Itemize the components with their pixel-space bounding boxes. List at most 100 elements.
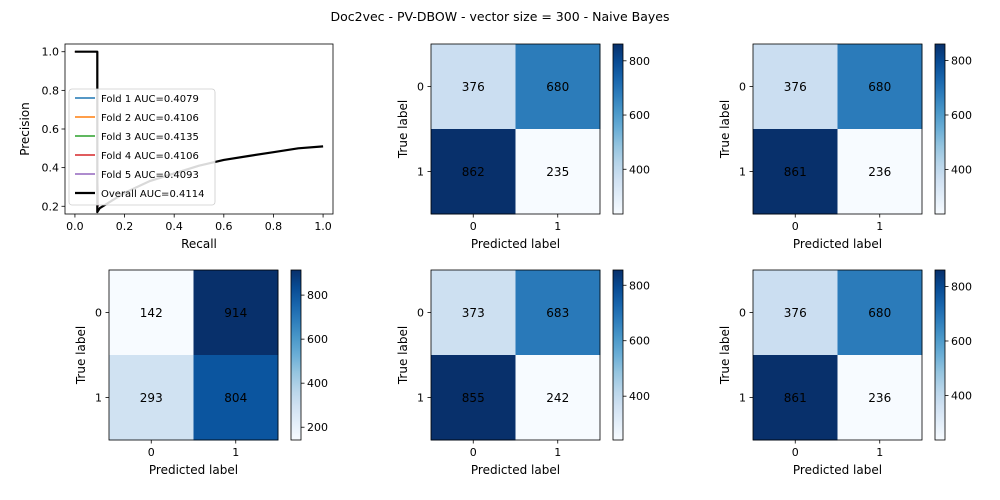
y-tick-label: 1 xyxy=(417,166,424,179)
x-tick-label: 0 xyxy=(470,446,477,459)
cell-value-label: 373 xyxy=(462,306,485,320)
confusion-matrix-1: 376 680 862 235 0 1 0 1 Predicted label True labe… xyxy=(396,43,650,251)
y-tick-label: 1 xyxy=(417,392,424,405)
axes-frame xyxy=(752,269,923,441)
y-tick-label: 0.2 xyxy=(42,200,60,213)
y-tick-label: 1 xyxy=(739,392,746,405)
matrix-cell xyxy=(837,270,923,356)
cell-value-label: 236 xyxy=(868,391,891,405)
cell-value-label: 376 xyxy=(784,80,807,94)
matrix-cell xyxy=(193,270,279,356)
colorbar-tick-label: 400 xyxy=(629,163,650,176)
colorbar-tick-label: 600 xyxy=(951,335,972,348)
colorbar-tick-label: 400 xyxy=(307,377,328,390)
axes-frame xyxy=(430,269,601,441)
y-axis-label: True label xyxy=(718,100,732,159)
cell-value-label: 376 xyxy=(784,306,807,320)
matrix-cell xyxy=(753,129,838,215)
x-tick-label: 1 xyxy=(876,220,883,233)
confusion-matrix-2: 376 680 861 236 0 1 0 1 Predicted label True labe… xyxy=(718,43,972,251)
colorbar-tick-label: 600 xyxy=(629,335,650,348)
matrix-cell xyxy=(431,129,516,215)
y-tick-label: 0 xyxy=(739,81,746,94)
x-axis-label: Recall xyxy=(181,237,217,251)
legend-frame xyxy=(68,88,216,206)
matrix-cell xyxy=(109,355,194,441)
colorbar-tick-label: 800 xyxy=(629,279,650,292)
x-tick-label: 0 xyxy=(470,220,477,233)
colorbar xyxy=(934,43,946,215)
legend-label-5: Fold 5 AUC=0.4093 xyxy=(101,170,199,181)
y-tick-label: 0 xyxy=(739,307,746,320)
y-tick-label: 0 xyxy=(417,81,424,94)
colorbar-tick-label: 600 xyxy=(951,109,972,122)
colorbar-tick-label: 800 xyxy=(629,55,650,68)
y-axis-label: True label xyxy=(396,100,410,159)
matrix-cell xyxy=(431,44,516,130)
pr-curve-chart: 0.0 0.2 0.4 0.6 0.8 1.0 0.2 0.4 0.6 0.8 1.0 Recall P… xyxy=(18,43,334,251)
x-tick-label: 1 xyxy=(554,220,561,233)
y-tick-label: 0 xyxy=(417,307,424,320)
x-axis-label: Predicted label xyxy=(793,463,882,477)
legend-label-2: Fold 2 AUC=0.4106 xyxy=(101,113,199,124)
cell-value-label: 804 xyxy=(224,391,247,405)
subplot-grid: 0.0 0.2 0.4 0.6 0.8 1.0 0.2 0.4 0.6 0.8 1.0 Recall P… xyxy=(18,43,972,477)
colorbar-tick-label: 800 xyxy=(951,55,972,68)
legend-label-3: Fold 3 AUC=0.4135 xyxy=(101,132,199,143)
cell-value-label: 861 xyxy=(784,391,807,405)
cell-value-label: 236 xyxy=(868,165,891,179)
y-axis-label: True label xyxy=(718,326,732,385)
y-axis-label: Precision xyxy=(18,102,32,156)
colorbar xyxy=(612,269,624,441)
colorbar xyxy=(612,43,624,215)
matrix-cell xyxy=(515,270,601,356)
cell-value-label: 235 xyxy=(546,165,569,179)
matrix-cell xyxy=(515,44,601,130)
y-tick-label: 0.8 xyxy=(42,84,60,97)
cell-value-label: 862 xyxy=(462,165,485,179)
matrix-cell xyxy=(837,44,923,130)
y-axis-label: True label xyxy=(396,326,410,385)
colorbar xyxy=(934,269,946,441)
legend: Fold 1 AUC=0.4079 Fold 2 AUC=0.4106 Fold 3… xyxy=(68,88,216,206)
cell-value-label: 293 xyxy=(140,391,163,405)
x-tick-label: 1 xyxy=(876,446,883,459)
colorbar-tick-label: 200 xyxy=(307,421,328,434)
x-tick-label: 1 xyxy=(232,446,239,459)
y-axis-label: True label xyxy=(74,326,88,385)
y-tick-label: 0.4 xyxy=(42,162,60,175)
axes-frame xyxy=(430,43,601,215)
x-tick-label: 0 xyxy=(148,446,155,459)
colorbar-tick-label: 800 xyxy=(307,289,328,302)
confusion-matrix-4: 373 683 855 242 0 1 0 1 Predicted label True labe… xyxy=(396,269,650,477)
x-tick-label: 0.6 xyxy=(215,220,233,233)
y-tick-label: 1 xyxy=(95,392,102,405)
x-axis-label: Predicted label xyxy=(471,237,560,251)
x-tick-label: 0.0 xyxy=(66,220,84,233)
matrix-cell xyxy=(515,129,601,215)
y-tick-label: 1 xyxy=(739,166,746,179)
matrix-cell xyxy=(193,355,279,441)
colorbar-tick-label: 800 xyxy=(951,281,972,294)
legend-label-6: Overall AUC=0.4114 xyxy=(101,189,204,200)
cell-value-label: 861 xyxy=(784,165,807,179)
cell-value-label: 142 xyxy=(140,306,163,320)
matrix-cell xyxy=(753,44,838,130)
legend-label-4: Fold 4 AUC=0.4106 xyxy=(101,151,199,162)
y-tick-label: 1.0 xyxy=(42,46,60,59)
x-tick-label: 0.4 xyxy=(165,220,183,233)
x-axis-label: Predicted label xyxy=(793,237,882,251)
x-tick-label: 0 xyxy=(792,220,799,233)
matrix-cell xyxy=(515,355,601,441)
colorbar-tick-label: 600 xyxy=(629,109,650,122)
x-axis-label: Predicted label xyxy=(471,463,560,477)
colorbar-tick-label: 600 xyxy=(307,333,328,346)
x-tick-label: 1.0 xyxy=(314,220,332,233)
cell-value-label: 376 xyxy=(462,80,485,94)
figure-title: Doc2vec - PV-DBOW - vector size = 300 - … xyxy=(331,9,670,24)
matrix-cell xyxy=(109,270,194,356)
colorbar-tick-label: 400 xyxy=(951,389,972,402)
x-tick-label: 0 xyxy=(792,446,799,459)
x-tick-label: 0.2 xyxy=(116,220,134,233)
